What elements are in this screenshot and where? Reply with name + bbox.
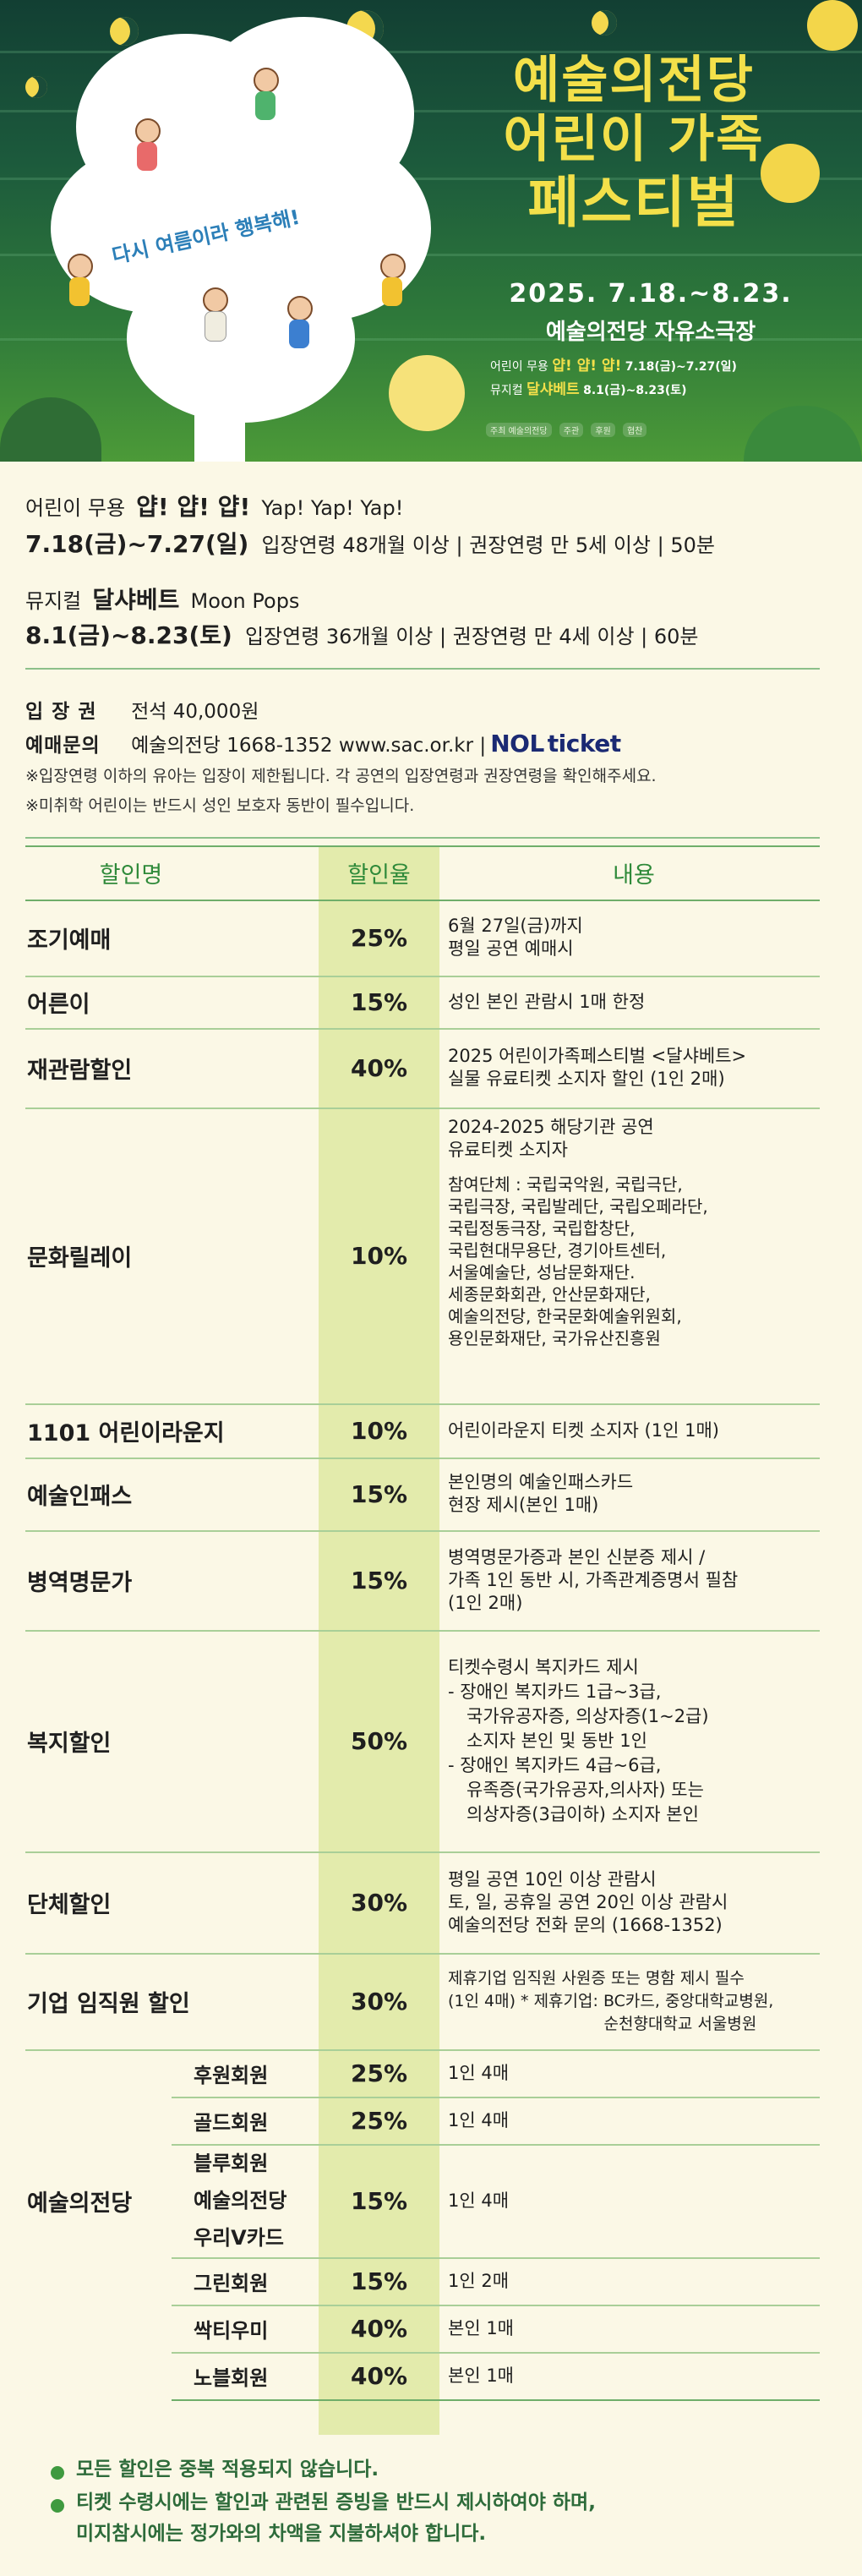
sun-icon (389, 355, 465, 431)
table-row: 병역명문가 15% 병역명문가증과 본인 신분증 제시 / 가족 1인 동반 시,… (25, 1530, 820, 1632)
header-name: 할인명 (99, 861, 163, 889)
footnote-2-cont: 미지참시에는 정가와의 차액을 지불하셔야 합니다. (76, 2523, 487, 2545)
table-row: 1101 어린이라운지 10% 어린이라운지 티켓 소지자 (1인 1매) (25, 1403, 820, 1459)
table-row: 노블회원 40% 본인 1매 (172, 2352, 820, 2401)
poster-dates: 2025. 7.18.~8.23. (509, 279, 793, 309)
table-row: 골드회원 25% 1인 4매 (172, 2097, 820, 2146)
show-1-title-line: 어린이 무용 얍! 얍! 얍! Yap! Yap! Yap! (25, 493, 404, 521)
poster-show-1: 어린이 무용 얍! 얍! 얍! 7.18(금)~7.27(일) (490, 358, 737, 375)
child-illustration (254, 68, 279, 93)
child-illustration (68, 254, 93, 279)
table-row: 예술인패스 15% 본인명의 예술인패스카드 현장 제시(본인 1매) (25, 1458, 820, 1532)
footnote-2: 티켓 수령시에는 할인과 관련된 증빙을 반드시 제시하여야 하며, (76, 2491, 596, 2513)
ticket-price: 입 장 권 전석 40,000원 (25, 701, 259, 723)
poster-venue: 예술의전당 자유소극장 (545, 320, 756, 345)
poster-sponsors: 주최 예술의전당 주관 후원 협찬 (486, 423, 652, 437)
child-illustration (203, 287, 228, 313)
bullet-icon (51, 2466, 64, 2480)
ticket-contact: 예매문의 예술의전당 1668-1352 www.sac.or.kr | NOL… (25, 730, 621, 757)
rate-column-bg (319, 845, 439, 2435)
divider (25, 668, 820, 670)
table-row: 블루회원 예술의전당 우리V카드 15% 1인 4매 (172, 2144, 820, 2259)
table-row: 후원회원 25% 1인 4매 (172, 2049, 820, 2098)
poster-title: 예술의전당 어린이 가족 페스티벌 (503, 51, 765, 235)
membership-group-label: 예술의전당 (27, 2190, 133, 2217)
child-illustration (287, 296, 313, 321)
child-illustration (135, 118, 161, 144)
show-1-detail-line: 7.18(금)~7.27(일) 입장연령 48개월 이상 | 권장연령 만 5세… (25, 530, 715, 558)
table-row: 싹티우미 40% 본인 1매 (172, 2305, 820, 2354)
guardian-note: ※미취학 어린이는 반드시 성인 보호자 동반이 필수입니다. (25, 796, 415, 815)
footnote-1: 모든 할인은 중복 적용되지 않습니다. (76, 2458, 379, 2480)
header-desc: 내용 (613, 861, 655, 889)
nol-ticket-logo: NOL ticket (490, 730, 621, 757)
age-restriction-note: ※입장연령 이하의 유아는 입장이 제한됩니다. 각 공연의 입장연령과 권장연… (25, 767, 657, 785)
table-row: 복지할인 50% 티켓수령시 복지카드 제시 - 장애인 복지카드 1급~3급,… (25, 1630, 820, 1853)
table-row: 어른이 15% 성인 본인 관람시 1매 한정 (25, 976, 820, 1030)
child-illustration (380, 254, 406, 279)
bullet-icon (51, 2499, 64, 2513)
poster-show-2: 뮤지컬 달샤베트 8.1(금)~8.23(토) (490, 381, 687, 398)
table-row: 단체할인 30% 평일 공연 10인 이상 관람시 토, 일, 공휴일 공연 20… (25, 1851, 820, 1955)
divider (25, 837, 820, 839)
show-2-detail-line: 8.1(금)~8.23(토) 입장연령 36개월 이상 | 권장연령 만 4세 … (25, 621, 699, 649)
sun-icon (807, 0, 858, 51)
festival-poster: 다시 여름이라 행복해! 예술의전당 어린이 가족 페스티벌 2025. 7.1… (0, 0, 862, 462)
header-rate: 할인율 (347, 861, 411, 889)
table-row: 재관람할인 40% 2025 어린이가족페스티벌 <달샤베트> 실물 유료티켓 소… (25, 1028, 820, 1109)
sun-icon (761, 144, 820, 203)
table-row: 문화릴레이 10% 2024-2025 해당기관 공연 유료티켓 소지자 참여단… (25, 1108, 820, 1405)
table-row: 그린회원 15% 1인 2매 (172, 2257, 820, 2306)
table-row: 기업 임직원 할인 30% 제휴기업 임직원 사원증 또는 명함 제시 필수 (1… (25, 1953, 820, 2051)
table-row: 조기예매 25% 6월 27일(금)까지 평일 공연 예매시 (25, 900, 820, 977)
moon-icon (110, 17, 139, 46)
show-2-title-line: 뮤지컬 달샤베트 Moon Pops (25, 586, 300, 614)
moon-icon (592, 10, 617, 36)
moon-icon (25, 76, 47, 98)
table-header: 할인명 할인율 내용 (25, 845, 820, 901)
